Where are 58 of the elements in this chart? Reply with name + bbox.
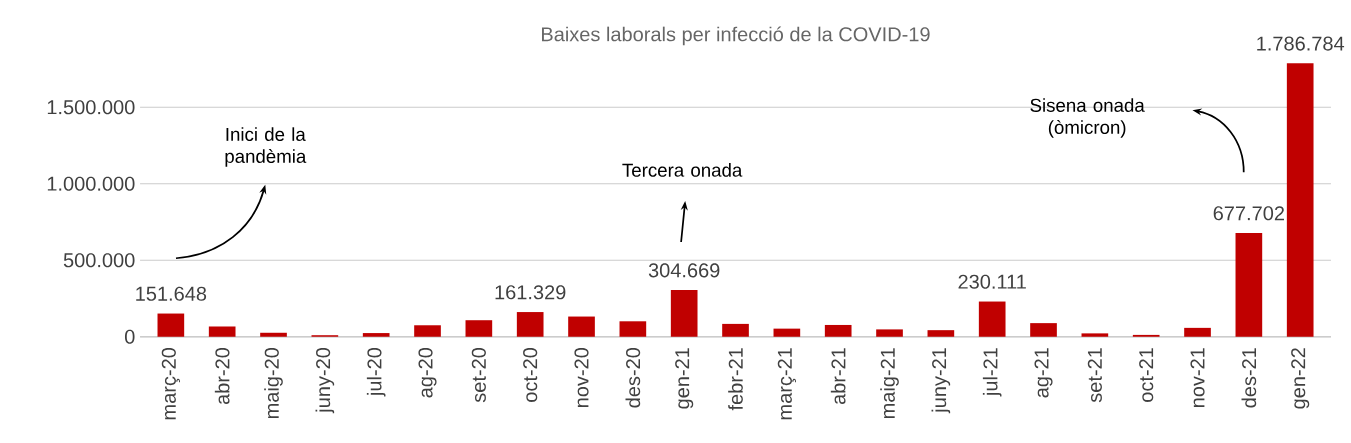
x-tick-label: gen-22 (1291, 348, 1310, 409)
x-tick-label: nov-20 (574, 348, 589, 408)
x-tick-label: oct-21 (1139, 348, 1154, 403)
bar (927, 330, 955, 337)
y-tick-label: 0 (124, 329, 135, 344)
bar (414, 325, 441, 337)
bar (208, 326, 236, 337)
x-tick-label: juny-20 (315, 348, 335, 414)
bar (876, 329, 903, 337)
x-tick-label: febr-21 (728, 348, 743, 411)
x-tick-label: des-20 (625, 348, 641, 408)
bar (619, 321, 647, 337)
bar (260, 332, 287, 337)
x-tick-label: set-20 (471, 348, 486, 403)
bar (362, 333, 390, 337)
bar (568, 316, 595, 337)
bar (1030, 323, 1057, 337)
bar (1184, 327, 1211, 337)
data-label: 677.702 (1213, 206, 1284, 221)
x-tick-label: ag-21 (1034, 348, 1053, 398)
bar (824, 325, 852, 337)
x-tick-label: nov-21 (1190, 348, 1205, 408)
x-tick-label: març-21 (777, 348, 796, 420)
bar (722, 324, 749, 337)
bar (516, 312, 544, 337)
y-tick-label: 500.000 (63, 253, 135, 268)
chart-title: Baixes laborals per infecció de la COVID-19 (542, 26, 930, 46)
x-tick-label: abr-20 (214, 348, 230, 405)
annotation: Sisena onada (òmicron) (1030, 98, 1145, 138)
x-tick-label: abr-21 (830, 348, 846, 405)
data-label: 304.669 (648, 263, 720, 278)
bar (978, 301, 1006, 337)
y-tick-label: 1.500.000 (47, 100, 135, 115)
x-tick-label: maig-20 (264, 348, 283, 419)
bar (157, 313, 185, 337)
x-tick-label: oct-20 (523, 348, 538, 403)
data-label: 230.111 (958, 274, 1026, 289)
x-tick-label: set-21 (1087, 348, 1102, 403)
bar (1081, 333, 1109, 337)
bar (773, 328, 801, 337)
data-label: 161.329 (495, 285, 566, 300)
bar (1286, 63, 1314, 337)
annotation: Tercera onada (622, 163, 743, 177)
bar (1235, 233, 1263, 337)
x-tick-label: jul-20 (366, 348, 386, 397)
annotation: Inici de la pandèmia (225, 127, 307, 167)
x-tick-label: jul-21 (982, 348, 1002, 397)
bar (465, 320, 493, 337)
bar (670, 290, 698, 337)
data-label: 1.786.784 (1257, 36, 1345, 51)
x-tick-label: des-21 (1241, 348, 1257, 408)
data-label: 151.648 (136, 286, 207, 301)
x-tick-label: març-20 (161, 348, 180, 420)
x-tick-label: juny-21 (931, 348, 951, 414)
x-tick-label: ag-20 (418, 348, 437, 398)
x-tick-label: gen-21 (675, 348, 694, 409)
y-tick-label: 1.000.000 (47, 176, 135, 191)
x-tick-label: maig-21 (880, 348, 899, 419)
